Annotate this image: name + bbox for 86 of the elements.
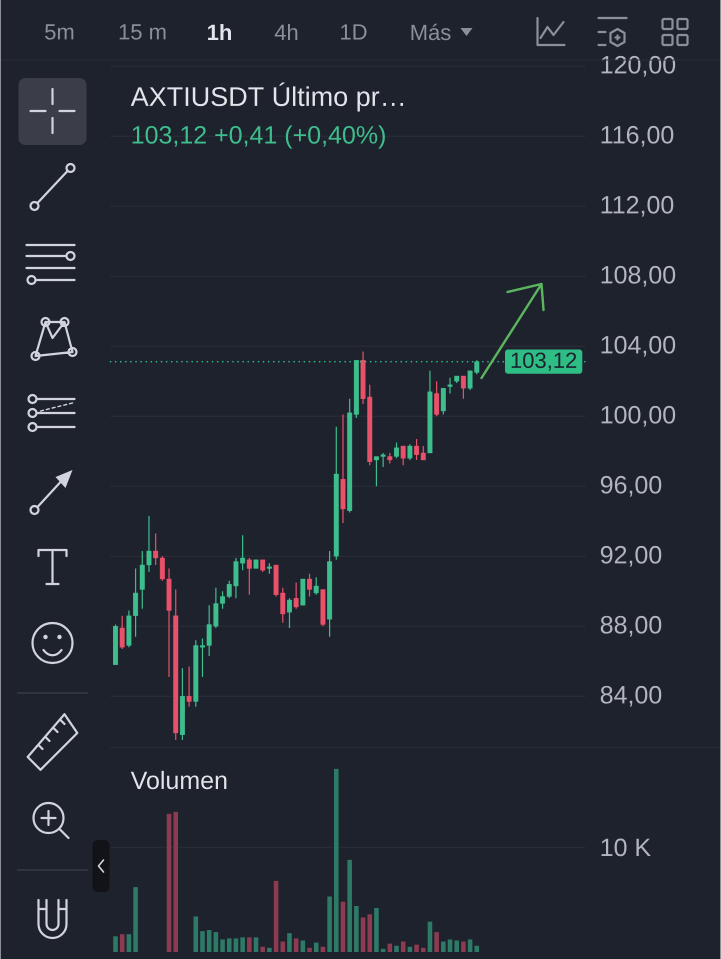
bar bbox=[307, 948, 312, 952]
bar bbox=[374, 908, 379, 952]
bar bbox=[394, 946, 399, 952]
bar bbox=[234, 938, 238, 952]
candlestick bbox=[440, 388, 446, 416]
candlestick bbox=[460, 375, 466, 400]
candlestick bbox=[260, 559, 266, 573]
bar bbox=[267, 948, 272, 952]
candlestick bbox=[246, 557, 252, 596]
bar bbox=[448, 939, 452, 952]
bar bbox=[113, 936, 118, 952]
bar bbox=[274, 880, 278, 952]
y-tick-label: 100,00 bbox=[602, 406, 676, 427]
text: 4h bbox=[274, 24, 298, 40]
y-tick-label: 112,00 bbox=[602, 196, 674, 217]
bar bbox=[461, 942, 466, 952]
candlestick bbox=[286, 598, 292, 629]
candlestick bbox=[448, 377, 452, 394]
bar bbox=[408, 946, 412, 952]
bar bbox=[206, 930, 212, 952]
bar bbox=[240, 937, 245, 952]
candlestick bbox=[407, 444, 412, 461]
candlestick bbox=[294, 582, 299, 610]
candlestick bbox=[387, 452, 392, 464]
bar bbox=[314, 942, 318, 952]
bar bbox=[200, 931, 205, 952]
bar bbox=[287, 933, 292, 952]
bar bbox=[388, 944, 392, 952]
y-tick-label: 88,00 bbox=[600, 616, 662, 637]
bar bbox=[414, 944, 419, 952]
candlestick bbox=[314, 576, 319, 596]
bar bbox=[280, 942, 286, 952]
bar bbox=[434, 932, 439, 952]
bar bbox=[120, 934, 124, 952]
bar bbox=[441, 942, 446, 952]
y-tick-label: 104,00 bbox=[602, 336, 676, 357]
text: 1h bbox=[208, 24, 231, 40]
text: 15 m bbox=[120, 24, 166, 40]
text: Volumen bbox=[130, 770, 226, 790]
bar bbox=[420, 948, 426, 952]
text: 1D bbox=[341, 24, 367, 40]
text: 5m bbox=[45, 24, 74, 40]
bar bbox=[220, 939, 225, 952]
bar bbox=[354, 906, 359, 952]
candlestick bbox=[266, 562, 272, 574]
bar bbox=[294, 938, 298, 952]
y-tick-label: 116,00 bbox=[602, 126, 674, 147]
text: Más bbox=[412, 24, 450, 40]
y-tick-label: 10 K bbox=[602, 838, 651, 856]
bar bbox=[320, 946, 326, 952]
candlestick bbox=[186, 666, 192, 708]
bar bbox=[454, 940, 459, 952]
bar bbox=[380, 948, 386, 952]
bar bbox=[400, 942, 406, 952]
bar bbox=[428, 922, 432, 952]
candlestick bbox=[434, 380, 440, 417]
bar bbox=[340, 902, 346, 952]
candlestick bbox=[120, 615, 125, 650]
bar bbox=[254, 937, 258, 952]
bar bbox=[133, 887, 138, 952]
bar bbox=[367, 914, 372, 952]
bar bbox=[327, 896, 332, 952]
y-tick-label: 92,00 bbox=[600, 546, 662, 567]
candlestick bbox=[394, 442, 399, 459]
bar bbox=[194, 916, 198, 952]
bar bbox=[474, 946, 480, 952]
bar bbox=[347, 860, 352, 952]
y-tick-label: 96,00 bbox=[600, 476, 662, 497]
y-tick-label: 108,00 bbox=[602, 266, 676, 287]
bar bbox=[300, 940, 306, 952]
candlestick bbox=[400, 445, 406, 466]
bar bbox=[260, 946, 265, 952]
bar bbox=[126, 934, 132, 952]
ref-line-label: 103,12 bbox=[512, 352, 576, 371]
bar bbox=[468, 939, 472, 952]
bar bbox=[226, 938, 232, 952]
bar bbox=[214, 932, 218, 952]
candlestick bbox=[307, 573, 312, 598]
bar bbox=[166, 814, 172, 952]
bar bbox=[360, 917, 366, 952]
text: 103,12 +0,41 (+0,40%) bbox=[132, 125, 385, 149]
bar bbox=[247, 937, 252, 952]
text: AXTIUSDT Último pr… bbox=[130, 82, 404, 112]
bar bbox=[334, 768, 339, 952]
y-tick-label: 84,00 bbox=[600, 686, 662, 707]
bar bbox=[173, 812, 178, 952]
